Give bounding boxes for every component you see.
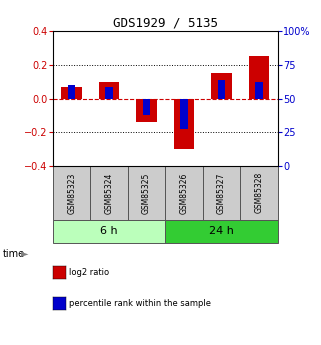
Bar: [240, 166, 278, 219]
Bar: [68, 85, 75, 99]
Bar: [136, 99, 157, 122]
Bar: [174, 99, 194, 149]
Bar: [165, 219, 278, 243]
Text: 6 h: 6 h: [100, 226, 118, 236]
Bar: [91, 166, 128, 219]
Bar: [211, 73, 232, 99]
Bar: [53, 219, 165, 243]
Bar: [165, 166, 203, 219]
Text: GSM85324: GSM85324: [105, 172, 114, 214]
Title: GDS1929 / 5135: GDS1929 / 5135: [113, 17, 218, 30]
Bar: [180, 99, 188, 129]
Bar: [53, 166, 91, 219]
Text: log2 ratio: log2 ratio: [69, 268, 109, 277]
Text: GSM85328: GSM85328: [255, 172, 264, 214]
Bar: [143, 99, 150, 116]
Text: GSM85327: GSM85327: [217, 172, 226, 214]
Bar: [203, 166, 240, 219]
Text: time: time: [3, 249, 25, 258]
Bar: [255, 82, 263, 99]
Bar: [249, 56, 269, 99]
Bar: [61, 87, 82, 99]
Text: 24 h: 24 h: [209, 226, 234, 236]
Bar: [105, 87, 113, 99]
Text: GSM85325: GSM85325: [142, 172, 151, 214]
Bar: [99, 82, 119, 99]
Text: percentile rank within the sample: percentile rank within the sample: [69, 299, 211, 308]
Text: GSM85326: GSM85326: [179, 172, 188, 214]
Bar: [218, 80, 225, 99]
Text: GSM85323: GSM85323: [67, 172, 76, 214]
Bar: [128, 166, 165, 219]
Text: ►: ►: [21, 249, 28, 258]
